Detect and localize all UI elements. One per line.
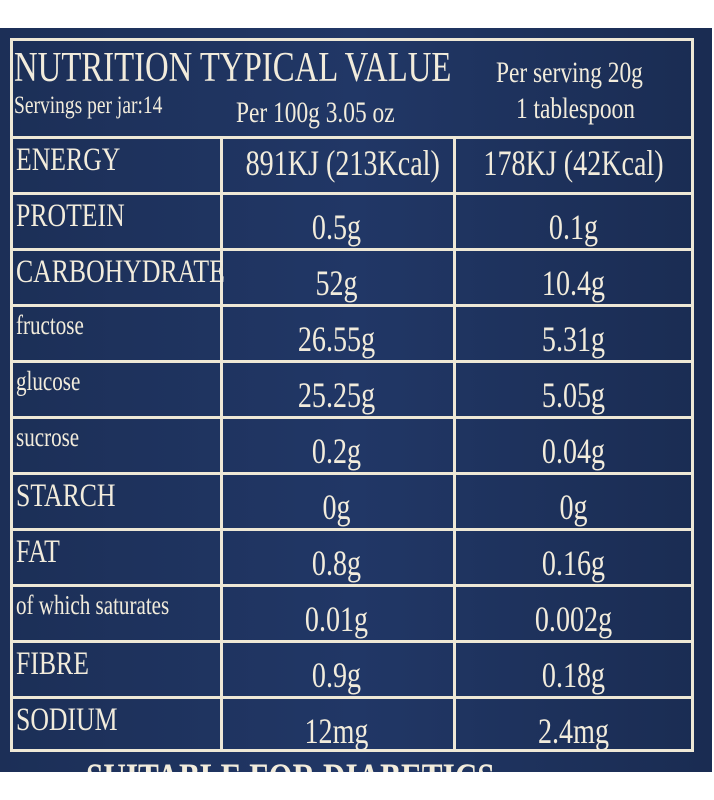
- cell: 0g: [322, 487, 351, 527]
- cell: 0.2g: [311, 431, 362, 471]
- rule: [10, 248, 694, 251]
- row-label: ENERGY: [16, 142, 121, 178]
- rule: [10, 304, 694, 307]
- row-label: glucose: [16, 366, 81, 396]
- footer: SUITABLE FOR DIABETICS: [86, 754, 495, 772]
- rule: [453, 136, 456, 752]
- row-label: fructose: [16, 310, 84, 340]
- cell: 25.25g: [297, 375, 376, 415]
- cell: 0.5g: [311, 207, 362, 247]
- servings: Servings per jar:14: [14, 92, 163, 119]
- row-label: PROTEIN: [16, 198, 125, 234]
- cell: 10.4g: [541, 263, 606, 303]
- cell: 12mg: [304, 711, 369, 751]
- cell: 0.16g: [541, 543, 606, 583]
- column-header: Per serving 20g: [496, 56, 643, 89]
- cell: 5.31g: [541, 319, 606, 359]
- cell: 0.18g: [541, 655, 606, 695]
- cell: 2.4mg: [537, 711, 609, 751]
- row-label: FIBRE: [16, 646, 89, 682]
- cell: 0.1g: [548, 207, 599, 247]
- rule: [10, 528, 694, 531]
- cell: 0.04g: [541, 431, 606, 471]
- cell: 0.8g: [311, 543, 362, 583]
- cell: 178KJ (42Kcal): [483, 143, 664, 183]
- rule: [10, 192, 694, 195]
- table-frame: [10, 38, 694, 752]
- rule: [10, 416, 694, 419]
- rule: [220, 136, 223, 752]
- cell: 26.55g: [297, 319, 376, 359]
- nutrition-label: NUTRITION TYPICAL VALUE Servings per jar…: [0, 28, 712, 772]
- rule: [10, 472, 694, 475]
- rule: [10, 696, 694, 699]
- rule: [10, 584, 694, 587]
- cell: 0.002g: [534, 599, 613, 639]
- row-label: CARBOHYDRATE: [16, 254, 225, 290]
- cell: 0.9g: [311, 655, 362, 695]
- row-label: STARCH: [16, 478, 116, 514]
- cell: 0.01g: [304, 599, 369, 639]
- rule: [10, 640, 694, 643]
- row-label: of which saturates: [16, 590, 170, 620]
- column-header: Per 100g 3.05 oz: [236, 96, 395, 129]
- title: NUTRITION TYPICAL VALUE: [14, 45, 452, 91]
- cell: 52g: [315, 263, 358, 303]
- rule: [10, 136, 694, 139]
- cell: 891KJ (213Kcal): [245, 143, 440, 183]
- row-label: FAT: [16, 534, 60, 570]
- cell: 5.05g: [541, 375, 606, 415]
- rule: [10, 360, 694, 363]
- row-label: sucrose: [16, 422, 80, 452]
- row-label: SODIUM: [16, 702, 118, 738]
- column-header: 1 tablespoon: [516, 92, 635, 125]
- cell: 0g: [559, 487, 588, 527]
